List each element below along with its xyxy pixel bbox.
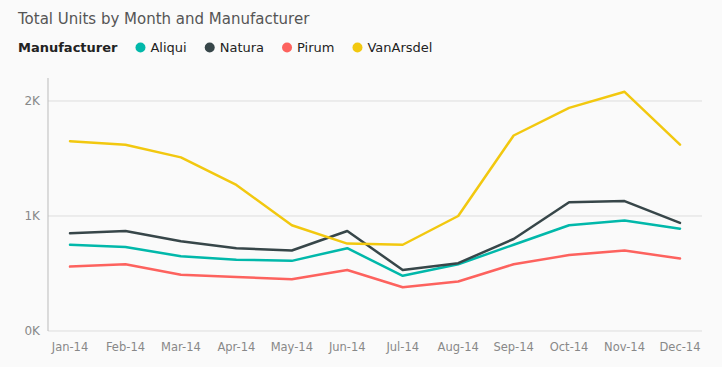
series-line (70, 201, 680, 270)
legend-marker (352, 43, 362, 53)
x-tick-label: Jun-14 (328, 340, 366, 354)
chart-container: Total Units by Month and Manufacturer 0K 1… (0, 0, 722, 367)
x-tick-label: Aug-14 (438, 340, 479, 354)
x-tick-label: Dec-14 (659, 340, 700, 354)
plot-area (70, 92, 680, 287)
y-tick-label: 1K (24, 209, 41, 223)
x-tick-label: Jul-14 (385, 340, 419, 354)
grid-line (48, 101, 702, 102)
grid-line (48, 331, 702, 332)
y-tick-label: 2K (24, 94, 41, 108)
series-line (70, 92, 680, 245)
legend-marker (205, 43, 215, 53)
legend-marker (282, 43, 292, 53)
x-tick-label: Nov-14 (604, 340, 645, 354)
x-tick-label: Sep-14 (493, 340, 533, 354)
legend-marker (135, 43, 145, 53)
legend-label: VanArsdel (367, 40, 432, 55)
legend-label: Pirum (297, 40, 334, 55)
x-tick-label: Feb-14 (106, 340, 145, 354)
chart: Total Units by Month and Manufacturer 0K 1… (0, 0, 722, 367)
series-line (70, 221, 680, 276)
legend-label: Natura (220, 40, 264, 55)
legend-title: Manufacturer (18, 40, 118, 55)
y-tick-label: 0K (24, 324, 41, 338)
x-tick-label: Mar-14 (161, 340, 201, 354)
y-axis-line (48, 78, 49, 331)
x-tick-label: Apr-14 (217, 340, 255, 354)
x-tick-label: Jan-14 (51, 340, 89, 354)
legend-label: Aliqui (150, 40, 186, 55)
x-tick-label: May-14 (271, 340, 313, 354)
series-line (70, 251, 680, 288)
title: Total Units by Month and Manufacturer (17, 10, 310, 28)
x-tick-label: Oct-14 (550, 340, 589, 354)
grid-line (48, 216, 702, 217)
